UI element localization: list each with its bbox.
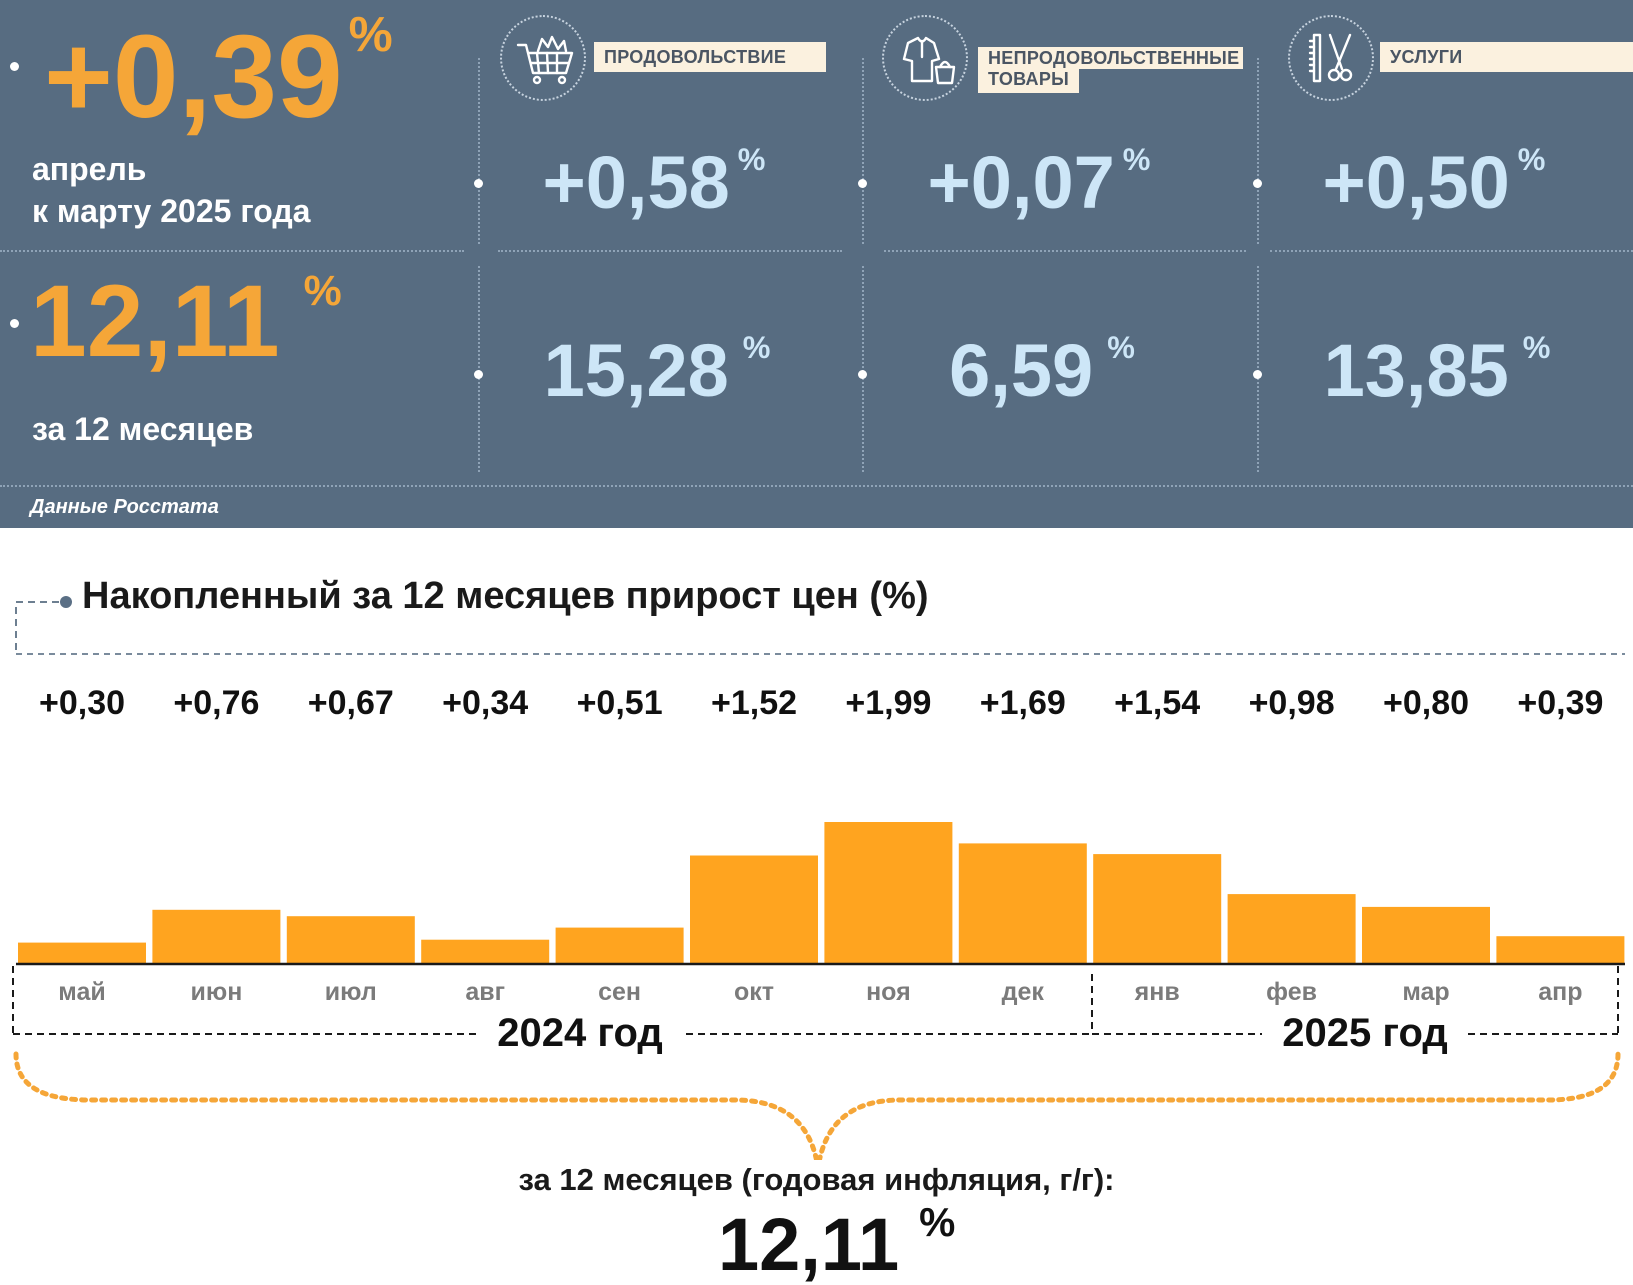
month-label: мар: [1402, 978, 1449, 1006]
panel-connector: [1257, 266, 1259, 472]
bar-value-label: +0,39: [1517, 684, 1603, 722]
comb-scissors-icon: [1288, 15, 1374, 101]
connector-dot: [858, 370, 867, 379]
bar-value-label: +1,99: [845, 684, 931, 722]
panel-divider: [498, 250, 842, 252]
panel-divider: [0, 250, 464, 252]
clothes-bag-icon: [882, 15, 968, 101]
shopping-cart-icon: [500, 15, 586, 101]
data-source: Данные Росстата: [30, 496, 219, 518]
connector-dot: [1253, 370, 1262, 379]
bar-value-label: +0,98: [1249, 684, 1335, 722]
monthly-inflation-value: +0,39%: [44, 6, 393, 143]
bar-value-label: +0,34: [442, 684, 528, 722]
panel-connector: [1257, 58, 1259, 244]
bar-янв: [1093, 854, 1222, 964]
month-label: сен: [598, 978, 641, 1006]
panel-connector: [478, 58, 480, 244]
total-annual-inflation: 12,11%: [718, 1199, 956, 1285]
bar-ноя: [824, 822, 953, 964]
bar-окт: [690, 855, 818, 964]
percent-sign: %: [1517, 142, 1546, 177]
category-label-services: УСЛУГИ: [1380, 42, 1633, 72]
bar-сен: [555, 927, 684, 964]
bars: [18, 822, 1625, 964]
panel-connector: [478, 266, 480, 472]
title-connector: [15, 601, 64, 650]
year-brackets: [12, 966, 1619, 1035]
panel-connector: [862, 266, 864, 472]
panel-divider: [0, 485, 1633, 487]
bar-value-label: +0,76: [173, 684, 259, 722]
total-brace: [13, 1051, 1621, 1160]
bar-value-label: +1,52: [711, 684, 797, 722]
percent-sign: %: [919, 1199, 956, 1245]
panel-divider: [1270, 250, 1633, 252]
percent-sign: %: [348, 6, 393, 62]
month-label: фев: [1266, 978, 1317, 1006]
bar-май: [18, 942, 146, 964]
bar-value-labels: +0,30 +0,76 +0,67 +0,34 +0,51 +1,52 +1,99 +1,69…: [39, 684, 1603, 722]
percent-sign: %: [303, 267, 342, 315]
percent-sign: %: [737, 142, 766, 177]
year-label-2025: 2025 год: [1282, 1011, 1448, 1055]
monthly-price-growth-chart: +0,30 +0,76 +0,67 +0,34 +0,51 +1,52 +1,99 +1,69…: [12, 596, 1625, 1160]
bar-value-label: +0,80: [1383, 684, 1469, 722]
connector-dot: [474, 179, 483, 188]
nonfood-annual-value: 6,59%: [949, 329, 1135, 412]
bar-дек: [958, 843, 1087, 964]
bar-value-label: +1,69: [980, 684, 1066, 722]
month-label: янв: [1134, 978, 1180, 1006]
category-label-nonfood: НЕПРОДОВОЛЬСТВЕННЫЕ ТОВАРЫ: [978, 42, 1244, 93]
bar-мар: [1362, 906, 1490, 964]
nonfood-monthly-value: +0,07%: [927, 141, 1151, 224]
category-label-food: ПРОДОВОЛЬСТВИЕ: [594, 42, 826, 72]
monthly-caption: апрель к марту 2025 года: [32, 151, 311, 229]
connector-dot: [474, 370, 483, 379]
month-labels: май июн июл авг сен окт ноя дек янв фев мар апр: [58, 978, 1582, 1006]
bar-value-label: +0,51: [577, 684, 663, 722]
connector-dot: [10, 62, 19, 71]
bar-value-label: +1,54: [1114, 684, 1200, 722]
title-dot: [60, 596, 72, 608]
food-monthly-value: +0,58%: [542, 141, 766, 224]
services-annual-value: 13,85%: [1323, 329, 1551, 412]
percent-sign: %: [1107, 330, 1135, 365]
services-monthly-value: +0,50%: [1322, 141, 1546, 224]
percent-sign: %: [742, 330, 771, 365]
month-label: июл: [325, 978, 377, 1006]
connector-dot: [858, 179, 867, 188]
percent-sign: %: [1122, 142, 1151, 177]
bar-апр: [1496, 936, 1625, 964]
connector-dot: [10, 319, 19, 328]
annual-inflation-value: 12,11%: [30, 264, 342, 378]
percent-sign: %: [1522, 330, 1551, 365]
month-label: июн: [190, 978, 242, 1006]
bar-value-label: +0,67: [308, 684, 394, 722]
summary-panel: +0,39% апрель к марту 2025 года 12,11% з…: [0, 0, 1633, 528]
panel-divider: [884, 250, 1246, 252]
total-caption: за 12 месяцев (годовая инфляция, г/г):: [518, 1162, 1115, 1197]
month-label: апр: [1538, 978, 1582, 1006]
panel-connector: [862, 58, 864, 244]
bar-июн: [152, 909, 281, 964]
month-label: дек: [1002, 978, 1045, 1006]
bar-авг: [421, 939, 550, 964]
connector-dot: [1253, 179, 1262, 188]
food-annual-value: 15,28%: [543, 329, 771, 412]
annual-caption: за 12 месяцев: [32, 411, 254, 447]
chart-title: Накопленный за 12 месяцев прирост цен (%…: [82, 575, 929, 617]
month-label: ноя: [866, 978, 911, 1006]
bar-июл: [286, 916, 415, 964]
month-label: окт: [734, 978, 774, 1006]
month-label: май: [58, 978, 105, 1006]
bar-фев: [1227, 894, 1356, 964]
year-label-2024: 2024 год: [497, 1011, 663, 1055]
month-label: авг: [465, 978, 505, 1006]
bar-value-label: +0,30: [39, 684, 125, 722]
